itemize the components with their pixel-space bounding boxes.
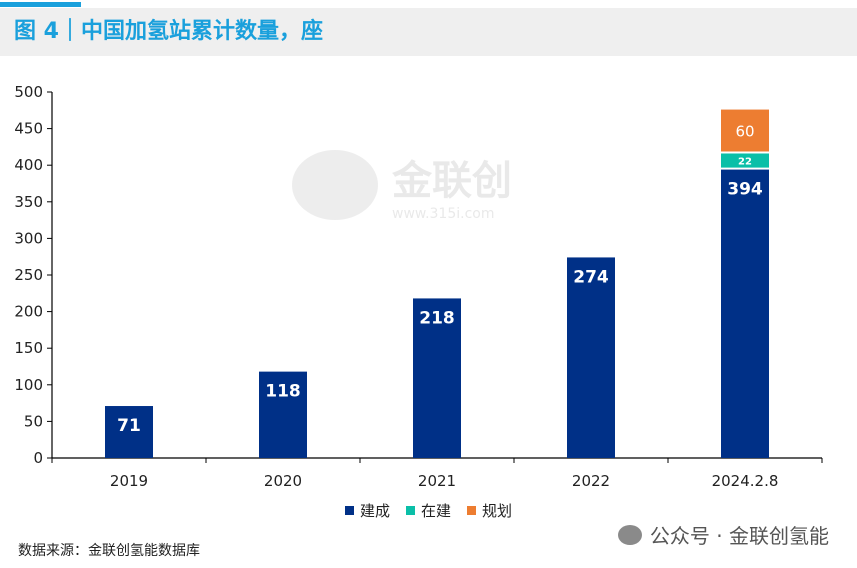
bar-segment xyxy=(721,153,769,168)
legend-swatch xyxy=(405,506,415,515)
watermark-url: www.315i.com xyxy=(392,206,495,222)
bar-segment xyxy=(567,257,615,458)
figure-title: 图 4｜中国加氢站累计数量，座 xyxy=(14,19,323,44)
y-tick-label: 450 xyxy=(14,120,43,138)
x-tick-label: 2021 xyxy=(418,472,456,490)
y-tick-label: 0 xyxy=(33,449,43,467)
legend-label: 在建 xyxy=(420,502,451,520)
y-tick-label: 300 xyxy=(14,229,43,247)
x-tick-label: 2020 xyxy=(264,472,302,490)
bar-segment xyxy=(721,169,769,458)
legend: 建成 在建 规划 xyxy=(0,500,857,521)
legend-item: 规划 xyxy=(467,500,512,521)
source-note: 数据来源：金联创氢能数据库 xyxy=(18,543,200,559)
y-tick-label: 500 xyxy=(14,83,43,101)
data-label: 60 xyxy=(735,123,754,141)
y-tick-label: 400 xyxy=(14,156,43,174)
data-label: 71 xyxy=(117,416,141,436)
footer-brand: 公众号 · 金联创氢能 xyxy=(617,520,829,549)
legend-item: 建成 xyxy=(344,500,390,521)
data-label: 274 xyxy=(573,267,609,287)
x-tick-label: 2019 xyxy=(110,472,148,490)
legend-swatch xyxy=(344,506,354,515)
data-label: 118 xyxy=(265,382,301,402)
bar-segment xyxy=(721,109,769,152)
legend-swatch xyxy=(467,506,476,515)
bar-segment xyxy=(105,406,153,458)
y-axis: 0 50 100 150 200 250 300 350 400 450 500 xyxy=(14,83,53,467)
legend-label: 规划 xyxy=(482,502,513,520)
data-label: 394 xyxy=(727,180,763,200)
x-axis: 2019 2020 2021 2022 2024.2.8 xyxy=(51,457,823,490)
wechat-icon xyxy=(617,524,642,545)
y-tick-label: 150 xyxy=(14,339,43,357)
bar-segment xyxy=(413,298,461,458)
title-bar: 图 4｜中国加氢站累计数量，座 xyxy=(0,8,857,56)
bar-segment xyxy=(259,371,307,458)
title-accent-bar xyxy=(0,2,81,7)
x-tick-label: 2024.2.8 xyxy=(712,472,779,490)
y-tick-label: 50 xyxy=(24,412,43,430)
watermark: 金联创 www.315i.com xyxy=(292,148,512,222)
x-tick-label: 2022 xyxy=(572,472,610,490)
data-label: 218 xyxy=(419,308,455,328)
legend-label: 建成 xyxy=(359,502,390,520)
watermark-name: 金联创 xyxy=(392,158,512,204)
y-tick-label: 350 xyxy=(14,193,43,211)
y-tick-label: 250 xyxy=(14,266,43,284)
footer-brand-text: 公众号 · 金联创氢能 xyxy=(649,524,829,548)
legend-item: 在建 xyxy=(405,500,451,521)
data-label: 22 xyxy=(738,157,752,168)
y-tick-label: 100 xyxy=(14,376,43,394)
jinlianchuang-logo-icon xyxy=(292,150,378,220)
bars: 71 118 218 274 394 22 60 xyxy=(105,109,769,458)
y-tick-label: 200 xyxy=(14,303,43,321)
